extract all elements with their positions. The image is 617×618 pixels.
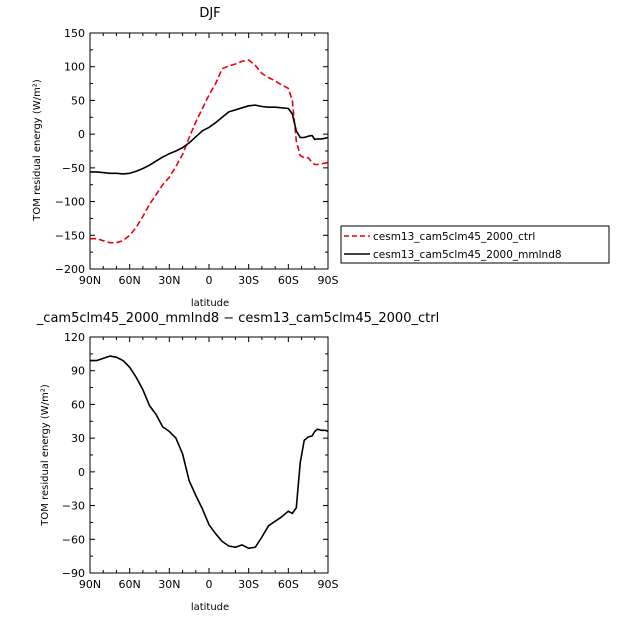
x-tick-label: 60N [119, 578, 141, 591]
plot-frame [89, 32, 329, 270]
chart-title: _cam5clm45_2000_mmlnd8 − cesm13_cam5clm4… [36, 311, 439, 326]
x-axis-label: latitude [191, 298, 229, 309]
y-tick-label: −60 [62, 533, 85, 546]
x-tick-label: 90N [79, 274, 101, 287]
legend-label-ctrl: cesm13_cam5clm45_2000_ctrl [373, 231, 535, 243]
y-tick-label: −90 [62, 567, 85, 580]
y-tick-label: 100 [64, 61, 85, 74]
x-tick-label: 30N [158, 274, 180, 287]
legend: cesm13_cam5clm45_2000_ctrl cesm13_cam5cl… [340, 225, 610, 264]
x-tick-label: 90N [79, 578, 101, 591]
y-tick-label: 150 [64, 27, 85, 40]
y-tick-label: 90 [71, 365, 85, 378]
x-tick-label: 60S [278, 578, 299, 591]
y-tick-label: 50 [71, 94, 85, 107]
x-tick-label: 90S [318, 274, 339, 287]
series-line-ctrl [90, 59, 329, 244]
series-line-mmlnd8 [90, 104, 329, 175]
legend-label-mmlnd8: cesm13_cam5clm45_2000_mmlnd8 [373, 249, 562, 261]
y-tick-label: −50 [62, 162, 85, 175]
x-tick-label: 60S [278, 274, 299, 287]
x-tick-label: 30N [158, 578, 180, 591]
y-tick-label: −200 [55, 263, 85, 276]
y-tick-label: −150 [55, 229, 85, 242]
plot-frame [89, 336, 329, 574]
y-axis-label: TOM residual energy (W/m²) [32, 79, 43, 222]
x-tick-label: 30S [238, 578, 259, 591]
x-tick-label: 0 [206, 274, 213, 287]
x-tick-label: 90S [318, 578, 339, 591]
y-tick-label: 120 [64, 331, 85, 344]
y-tick-label: −100 [55, 196, 85, 209]
bottom-panel: _cam5clm45_2000_mmlnd8 − cesm13_cam5clm4… [36, 311, 439, 613]
legend-box [340, 225, 610, 264]
y-tick-label: 0 [78, 466, 85, 479]
y-tick-label: 30 [71, 432, 85, 445]
x-axis-label: latitude [191, 602, 229, 613]
x-tick-label: 0 [206, 578, 213, 591]
top-panel: DJF 90N 60N 30N 0 30S 60S 90S 150 100 50 0 −50 −100 −… [32, 6, 339, 309]
plot-area: 90N 60N 30N 0 30S 60S 90S 150 100 50 0 −50 −100 −150 −… [55, 27, 339, 287]
y-tick-label: 0 [78, 128, 85, 141]
plot-area: 90N 60N 30N 0 30S 60S 90S 120 90 60 30 0 −30 −60 −90 [62, 331, 339, 591]
y-tick-label: 60 [71, 398, 85, 411]
chart-title: DJF [199, 6, 220, 21]
series-line-difference [90, 355, 329, 550]
x-tick-label: 60N [119, 274, 141, 287]
y-tick-label: −30 [62, 500, 85, 513]
y-axis-label: TOM residual energy (W/m²) [40, 384, 51, 527]
x-tick-label: 30S [238, 274, 259, 287]
